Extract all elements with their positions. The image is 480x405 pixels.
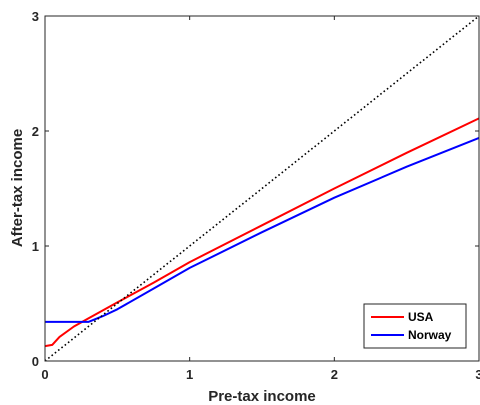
series-line-2	[44, 15, 480, 362]
legend-label-norway: Norway	[408, 328, 452, 342]
x-tick-label: 3	[475, 367, 480, 382]
x-tick-label: 0	[41, 367, 48, 382]
series-layer	[44, 15, 480, 362]
y-tick-label: 1	[32, 239, 39, 254]
series-line-norway	[45, 136, 480, 323]
axes-frame	[44, 15, 480, 362]
legend-label-usa: USA	[408, 310, 434, 324]
y-axis-label: After-tax income	[9, 129, 26, 247]
x-axis-label: Pre-tax income	[208, 388, 316, 405]
y-tick-label: 0	[32, 354, 39, 369]
y-tick-label: 3	[32, 9, 39, 24]
series-line-usa	[44, 117, 480, 348]
ticks-layer: 0 1 2 3 0 1 2 3	[32, 9, 480, 382]
legend: USA Norway	[363, 303, 467, 349]
y-tick-label: 2	[32, 124, 39, 139]
x-tick-label: 1	[186, 367, 193, 382]
legend-box	[363, 303, 467, 349]
x-tick-label: 2	[331, 367, 338, 382]
axes-layer	[44, 15, 480, 362]
